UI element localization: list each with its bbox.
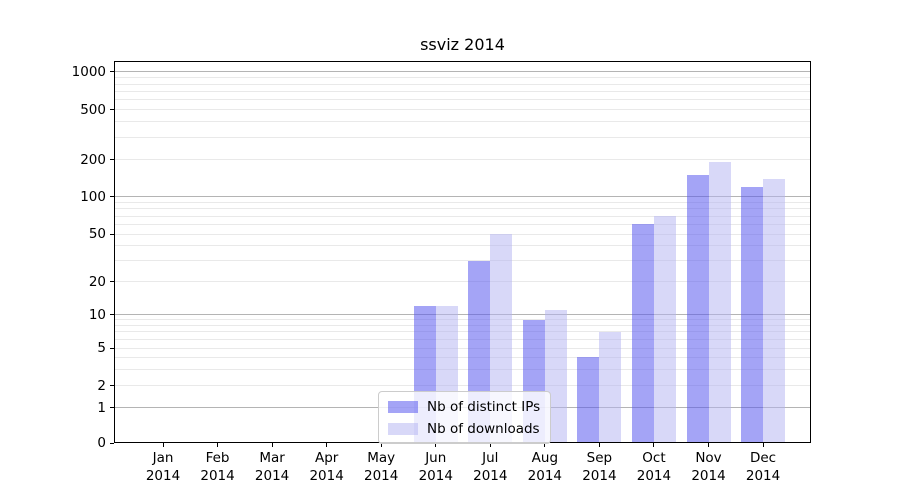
y-tick-mark bbox=[110, 109, 114, 111]
bar-distinct-ips-dec bbox=[741, 186, 764, 442]
legend-label: Nb of distinct IPs bbox=[427, 398, 541, 415]
gridline-minor bbox=[115, 356, 810, 358]
gridline-minor bbox=[115, 260, 810, 262]
x-tick-label-feb: Feb 2014 bbox=[200, 450, 235, 484]
y-tick-label-5: 5 bbox=[97, 340, 106, 357]
y-tick-mark bbox=[110, 233, 114, 235]
gridline-major bbox=[115, 71, 810, 73]
y-tick-label-20: 20 bbox=[88, 273, 106, 290]
legend: Nb of distinct IPs Nb of downloads bbox=[378, 391, 552, 444]
x-tick-mark bbox=[271, 443, 273, 447]
bar-distinct-ips-nov bbox=[686, 174, 709, 442]
x-tick-label-jan: Jan 2014 bbox=[145, 450, 181, 484]
gridline-minor bbox=[115, 159, 810, 160]
gridline-major bbox=[115, 196, 810, 198]
gridline-minor bbox=[115, 319, 810, 321]
gridline-major bbox=[115, 314, 810, 315]
x-tick-mark bbox=[544, 443, 546, 447]
bar-downloads-oct bbox=[653, 216, 676, 442]
legend-swatch-downloads bbox=[388, 422, 418, 435]
bar-distinct-ips-oct bbox=[631, 224, 654, 442]
y-tick-label-500: 500 bbox=[80, 101, 106, 118]
gridline-minor bbox=[115, 136, 810, 138]
y-tick-label-2: 2 bbox=[97, 377, 106, 394]
gridline-minor bbox=[115, 347, 810, 349]
legend-label: Nb of downloads bbox=[427, 420, 540, 437]
y-tick-mark bbox=[110, 407, 114, 409]
x-tick-mark bbox=[762, 443, 764, 447]
y-tick-mark bbox=[110, 281, 114, 283]
y-tick-mark bbox=[110, 71, 114, 73]
gridline-minor bbox=[115, 223, 810, 225]
gridline-minor bbox=[115, 77, 810, 79]
x-tick-mark bbox=[380, 443, 382, 447]
y-tick-label-50: 50 bbox=[88, 226, 106, 243]
bar-downloads-sep bbox=[599, 331, 622, 442]
gridline-minor bbox=[115, 90, 810, 92]
gridline-minor bbox=[115, 245, 810, 247]
gridline-minor bbox=[115, 99, 810, 101]
gridline-minor bbox=[115, 201, 810, 203]
bar-downloads-nov bbox=[708, 162, 731, 442]
x-tick-mark bbox=[598, 443, 600, 447]
x-tick-label-apr: Apr 2014 bbox=[309, 450, 344, 484]
x-tick-label-dec: Dec 2014 bbox=[745, 450, 781, 484]
x-tick-mark bbox=[217, 443, 219, 447]
x-tick-label-jul: Jul 2014 bbox=[473, 450, 508, 484]
y-tick-mark bbox=[110, 159, 114, 160]
x-tick-mark bbox=[162, 443, 164, 447]
gridline-minor bbox=[115, 233, 810, 235]
y-tick-mark bbox=[110, 347, 114, 349]
x-tick-label-nov: Nov 2014 bbox=[691, 450, 726, 484]
x-tick-label-jun: Jun 2014 bbox=[418, 450, 453, 484]
x-tick-mark bbox=[489, 443, 491, 447]
x-tick-label-aug: Aug 2014 bbox=[527, 450, 563, 484]
x-tick-mark bbox=[653, 443, 655, 447]
gridline-minor bbox=[115, 83, 810, 85]
legend-entry: Nb of distinct IPs bbox=[388, 397, 540, 416]
bar-downloads-jul bbox=[490, 234, 513, 442]
y-tick-label-100: 100 bbox=[80, 188, 106, 205]
gridline-minor bbox=[115, 215, 810, 217]
y-tick-mark bbox=[110, 385, 114, 387]
x-tick-mark bbox=[435, 443, 437, 447]
y-tick-mark bbox=[110, 442, 114, 444]
gridline-minor bbox=[115, 368, 810, 370]
x-tick-label-mar: Mar 2014 bbox=[254, 450, 290, 484]
y-tick-label-1: 1 bbox=[97, 399, 106, 416]
gridline-minor bbox=[115, 208, 810, 210]
gridline-minor bbox=[115, 109, 810, 111]
legend-swatch-distinct-ips bbox=[388, 400, 418, 413]
bar-downloads-dec bbox=[763, 178, 786, 442]
y-tick-label-10: 10 bbox=[88, 306, 106, 323]
y-tick-label-200: 200 bbox=[80, 151, 106, 168]
x-tick-label-may: May 2014 bbox=[364, 450, 399, 484]
gridline-minor bbox=[115, 121, 810, 123]
y-tick-label-0: 0 bbox=[97, 435, 106, 451]
bar-distinct-ips-sep bbox=[577, 357, 600, 442]
legend-entry: Nb of downloads bbox=[388, 419, 540, 438]
x-tick-mark bbox=[708, 443, 709, 447]
x-tick-label-sep: Sep 2014 bbox=[582, 450, 617, 484]
y-tick-mark bbox=[110, 314, 114, 315]
gridline-minor bbox=[115, 324, 810, 326]
chart-title: ssviz 2014 bbox=[420, 35, 505, 54]
x-tick-label-oct: Oct 2014 bbox=[636, 450, 672, 484]
gridline-minor bbox=[115, 281, 810, 283]
gridline-minor bbox=[115, 338, 810, 340]
y-tick-mark bbox=[110, 196, 114, 198]
gridline-minor bbox=[115, 385, 810, 387]
y-tick-label-1000: 1000 bbox=[71, 63, 106, 80]
x-tick-mark bbox=[326, 443, 328, 447]
gridline-minor bbox=[115, 331, 810, 333]
